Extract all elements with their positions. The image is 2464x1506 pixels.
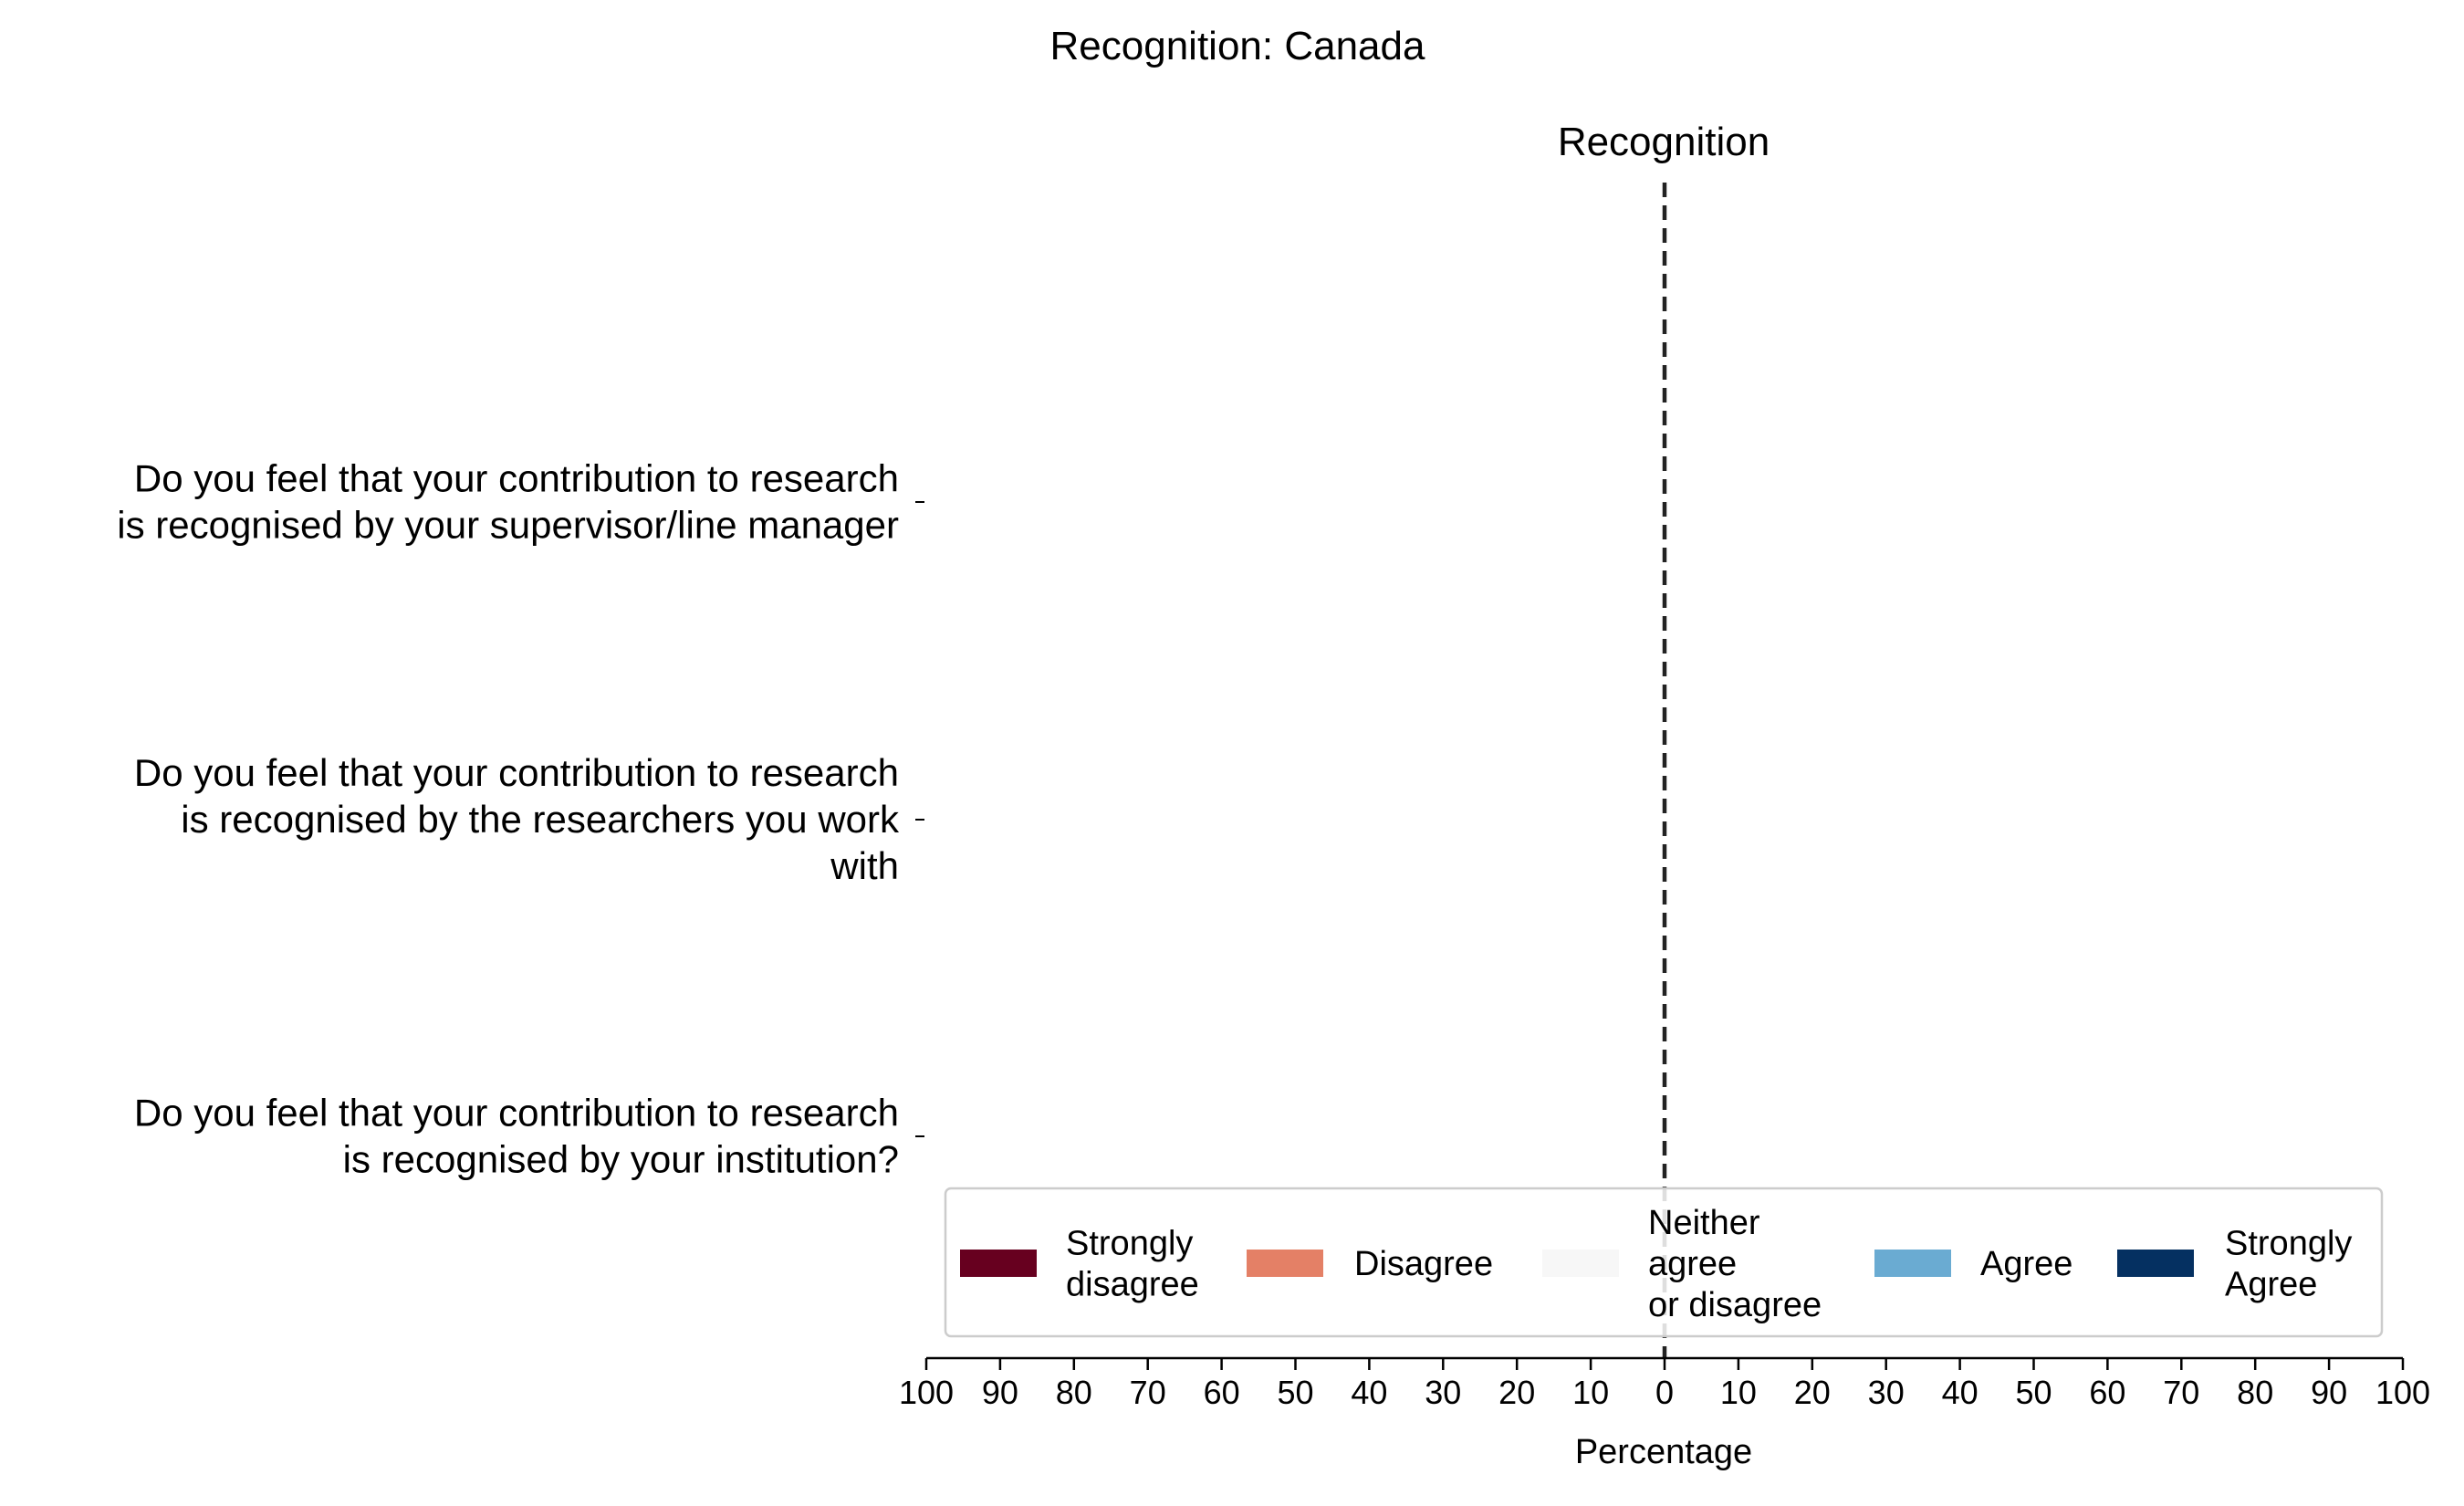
x-tick-label: 60 <box>1204 1374 1240 1411</box>
x-tick-label: 90 <box>2311 1374 2347 1411</box>
category-label: Do you feel that your contribution to re… <box>134 751 900 887</box>
legend-label: Agree <box>1980 1245 2072 1283</box>
legend-label-line: Agree <box>2225 1266 2317 1304</box>
x-tick-label: 100 <box>2375 1374 2430 1411</box>
legend-swatch <box>1542 1250 1619 1277</box>
legend-frame <box>944 1187 2384 1338</box>
chart-title: Recognition: Canada <box>1050 24 1425 68</box>
x-tick-label: 40 <box>1942 1374 1979 1411</box>
category-labels: Do you feel that your contribution to re… <box>117 457 924 1181</box>
legend-swatch <box>1247 1250 1323 1277</box>
x-tick-label: 60 <box>2089 1374 2125 1411</box>
legend-label: Strongly Agree <box>2225 1225 2352 1304</box>
category-label-line: Do you feel that your contribution to re… <box>134 751 899 794</box>
x-tick-label: 50 <box>1277 1374 1313 1411</box>
category-label: Do you feel that your contribution to re… <box>134 1092 899 1181</box>
category-label-line: Do you feel that your contribution to re… <box>134 1092 899 1135</box>
x-tick-label: 10 <box>1720 1374 1757 1411</box>
legend-label: Neither agree or disagree <box>1648 1204 1822 1324</box>
x-tick-label: 20 <box>1498 1374 1535 1411</box>
panel-title: Recognition <box>1558 120 1770 164</box>
x-tick-label: 40 <box>1351 1374 1387 1411</box>
x-tick-label: 70 <box>2163 1374 2199 1411</box>
x-tick-label: 10 <box>1572 1374 1609 1411</box>
x-tick-label: 80 <box>2237 1374 2273 1411</box>
category-label: Do you feel that your contribution to re… <box>117 457 899 547</box>
legend-swatch <box>960 1250 1037 1277</box>
legend-label: Disagree <box>1354 1245 1493 1283</box>
legend-label-line: Disagree <box>1354 1245 1493 1283</box>
legend-label-line: Agree <box>1980 1245 2072 1283</box>
x-tick-label: 80 <box>1056 1374 1092 1411</box>
legend-label-line: Strongly <box>2225 1225 2352 1263</box>
legend-label-line: Strongly <box>1066 1225 1193 1263</box>
category-label-line: Do you feel that your contribution to re… <box>134 457 899 500</box>
x-tick-label: 30 <box>1425 1374 1461 1411</box>
legend-label-line: Neither <box>1648 1204 1760 1242</box>
category-label-line: is recognised by your institution? <box>343 1138 899 1181</box>
legend-label: Strongly disagree <box>1066 1225 1199 1304</box>
x-tick-label: 20 <box>1794 1374 1831 1411</box>
category-label-line: is recognised by your supervisor/line ma… <box>117 504 899 547</box>
legend-swatch <box>2117 1250 2194 1277</box>
x-axis: 100 90 80 70 60 50 40 30 20 10 0 10 20 30 40 50 60 70 80 90… <box>899 1356 2430 1411</box>
x-axis-label: Percentage <box>1575 1433 1752 1471</box>
x-tick-label: 90 <box>982 1374 1018 1411</box>
x-tick-label: 30 <box>1868 1374 1905 1411</box>
x-tick-label: 50 <box>2015 1374 2052 1411</box>
x-tick-label: 100 <box>899 1374 954 1411</box>
x-tick-label: 0 <box>1655 1374 1674 1411</box>
legend-swatch <box>1874 1250 1951 1277</box>
x-tick-label: 70 <box>1130 1374 1166 1411</box>
category-label-line: with <box>830 844 899 887</box>
legend-label-line: agree <box>1648 1245 1737 1283</box>
legend-label-line: or disagree <box>1648 1286 1822 1324</box>
category-label-line: is recognised by the researchers you wor… <box>181 798 900 841</box>
legend-label-line: disagree <box>1066 1266 1199 1304</box>
